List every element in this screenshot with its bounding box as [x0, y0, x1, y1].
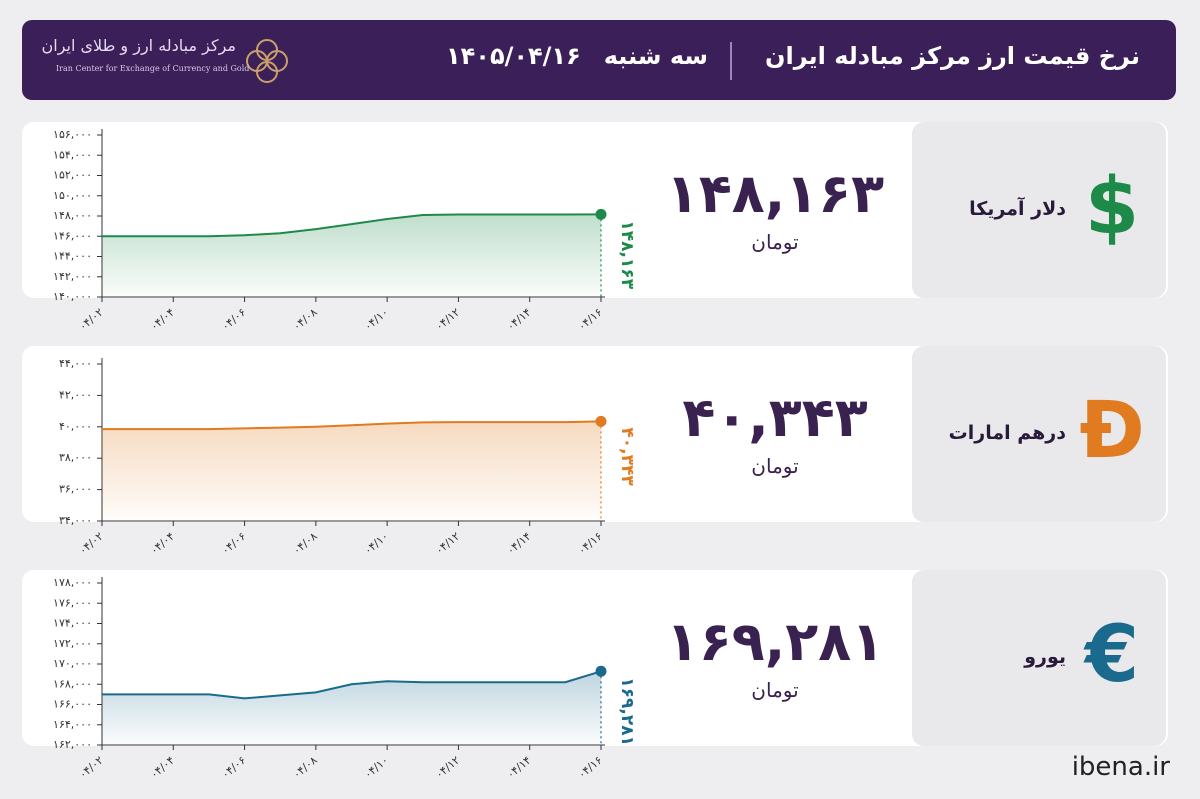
separator: [730, 42, 732, 80]
x-tick-label: ۰۴/۰۸: [290, 306, 319, 334]
header-day: سه شنبه: [603, 42, 708, 70]
x-tick-label: ۰۴/۱۴: [504, 530, 533, 558]
value-label: ۴۰,۳۴۳: [617, 427, 637, 486]
x-tick-label: ۰۴/۱۶: [576, 754, 605, 782]
y-tick-label: ۱۵۲,۰۰۰: [53, 169, 92, 182]
y-tick-label: ۱۷۶,۰۰۰: [53, 596, 92, 609]
logo-text: مرکز مبادله ارز و طلای ایران: [41, 36, 236, 55]
x-tick-label: ۰۴/۰۲: [77, 754, 106, 782]
y-tick-label: ۱۴۰,۰۰۰: [53, 290, 92, 303]
x-tick-label: ۰۴/۰۴: [148, 306, 177, 334]
currency-icon: $: [1084, 162, 1140, 252]
area: [102, 421, 601, 521]
y-tick-label: ۴۲,۰۰۰: [59, 388, 92, 401]
end-point: [595, 208, 607, 220]
currency-name: دلار آمریکا: [969, 198, 1066, 220]
y-tick-label: ۱۷۴,۰۰۰: [53, 617, 92, 630]
logo-icon: [246, 39, 288, 83]
x-tick-label: ۰۴/۱۰: [362, 306, 391, 334]
x-tick-label: ۰۴/۱۲: [433, 306, 462, 334]
header-title: نرخ قیمت ارز مرکز مبادله ایران: [765, 42, 1140, 70]
y-tick-label: ۱۷۸,۰۰۰: [53, 576, 92, 589]
header: نرخ قیمت ارز مرکز مبادله ایران سه شنبه ۱…: [22, 20, 1176, 100]
x-tick-label: ۰۴/۱۰: [362, 754, 391, 782]
x-tick-label: ۰۴/۰۴: [148, 754, 177, 782]
y-tick-label: ۱۴۲,۰۰۰: [53, 270, 92, 283]
end-point: [595, 665, 607, 677]
line: [102, 420, 602, 431]
y-tick-label: ۳۸,۰۰۰: [59, 451, 92, 464]
x-tick-label: ۰۴/۱۲: [433, 530, 462, 558]
price: ۱۴۸,۱۶۳: [665, 162, 885, 225]
line: [102, 213, 602, 238]
x-tick-label: ۰۴/۰۴: [148, 530, 177, 558]
y-tick-label: ۴۰,۰۰۰: [59, 420, 92, 433]
y-tick-label: ۳۴,۰۰۰: [59, 514, 92, 527]
logo-subtitle: Iran Center for Exchange of Currency and…: [56, 64, 250, 73]
y-tick-label: ۱۶۶,۰۰۰: [53, 698, 92, 711]
price-unit: تومان: [751, 678, 799, 702]
value-label: ۱۶۹,۲۸۱: [617, 677, 637, 746]
value-label: ۱۴۸,۱۶۳: [617, 220, 637, 289]
x-tick-label: ۰۴/۱۶: [576, 306, 605, 334]
price: ۱۶۹,۲۸۱: [665, 610, 885, 673]
price-unit: تومان: [751, 454, 799, 478]
area: [102, 671, 601, 745]
y-tick-label: ۱۴۴,۰۰۰: [53, 250, 92, 263]
x-tick-label: ۰۴/۰۸: [290, 530, 319, 558]
x-tick-label: ۰۴/۰۶: [219, 306, 248, 334]
currency-icon: Đ: [1079, 386, 1145, 476]
y-tick-label: ۱۷۲,۰۰۰: [53, 637, 92, 650]
y-tick-label: ۳۶,۰۰۰: [59, 483, 92, 496]
y-tick-label: ۱۶۴,۰۰۰: [53, 718, 92, 731]
x-tick-label: ۰۴/۰۶: [219, 530, 248, 558]
currency-card: $ دلار آمریکا: [912, 122, 1166, 298]
price-unit: تومان: [751, 230, 799, 254]
currency-icon: €: [1084, 610, 1140, 700]
header-date: ۱۴۰۵/۰۴/۱۶: [446, 42, 581, 70]
y-tick-label: ۱۵۶,۰۰۰: [53, 128, 92, 141]
y-tick-label: ۱۴۶,۰۰۰: [53, 229, 92, 242]
x-tick-label: ۰۴/۰۲: [77, 306, 106, 334]
x-tick-label: ۰۴/۱۴: [504, 754, 533, 782]
x-tick-label: ۰۴/۱۲: [433, 754, 462, 782]
y-tick-label: ۱۴۸,۰۰۰: [53, 209, 92, 222]
area: [102, 214, 601, 297]
y-tick-label: ۱۷۰,۰۰۰: [53, 657, 92, 670]
y-tick-label: ۱۶۸,۰۰۰: [53, 677, 92, 690]
x-tick-label: ۰۴/۱۶: [576, 530, 605, 558]
y-tick-label: ۱۵۴,۰۰۰: [53, 148, 92, 161]
end-point: [595, 415, 607, 427]
x-tick-label: ۰۴/۰۲: [77, 530, 106, 558]
line: [102, 670, 602, 700]
x-tick-label: ۰۴/۰۶: [219, 754, 248, 782]
currency-name: درهم امارات: [948, 422, 1066, 444]
x-tick-label: ۰۴/۰۸: [290, 754, 319, 782]
y-tick-label: ۴۴,۰۰۰: [59, 357, 92, 370]
y-tick-label: ۱۵۰,۰۰۰: [53, 189, 92, 202]
x-tick-label: ۰۴/۱۰: [362, 530, 391, 558]
currency-card: € یورو: [912, 570, 1166, 746]
currency-card: Đ درهم امارات: [912, 346, 1166, 522]
footer-site: ibena.ir: [1071, 752, 1170, 782]
x-tick-label: ۰۴/۱۴: [504, 306, 533, 334]
y-tick-label: ۱۶۲,۰۰۰: [53, 738, 92, 751]
currency-name: یورو: [1024, 646, 1066, 668]
price: ۴۰,۳۴۳: [682, 386, 868, 449]
